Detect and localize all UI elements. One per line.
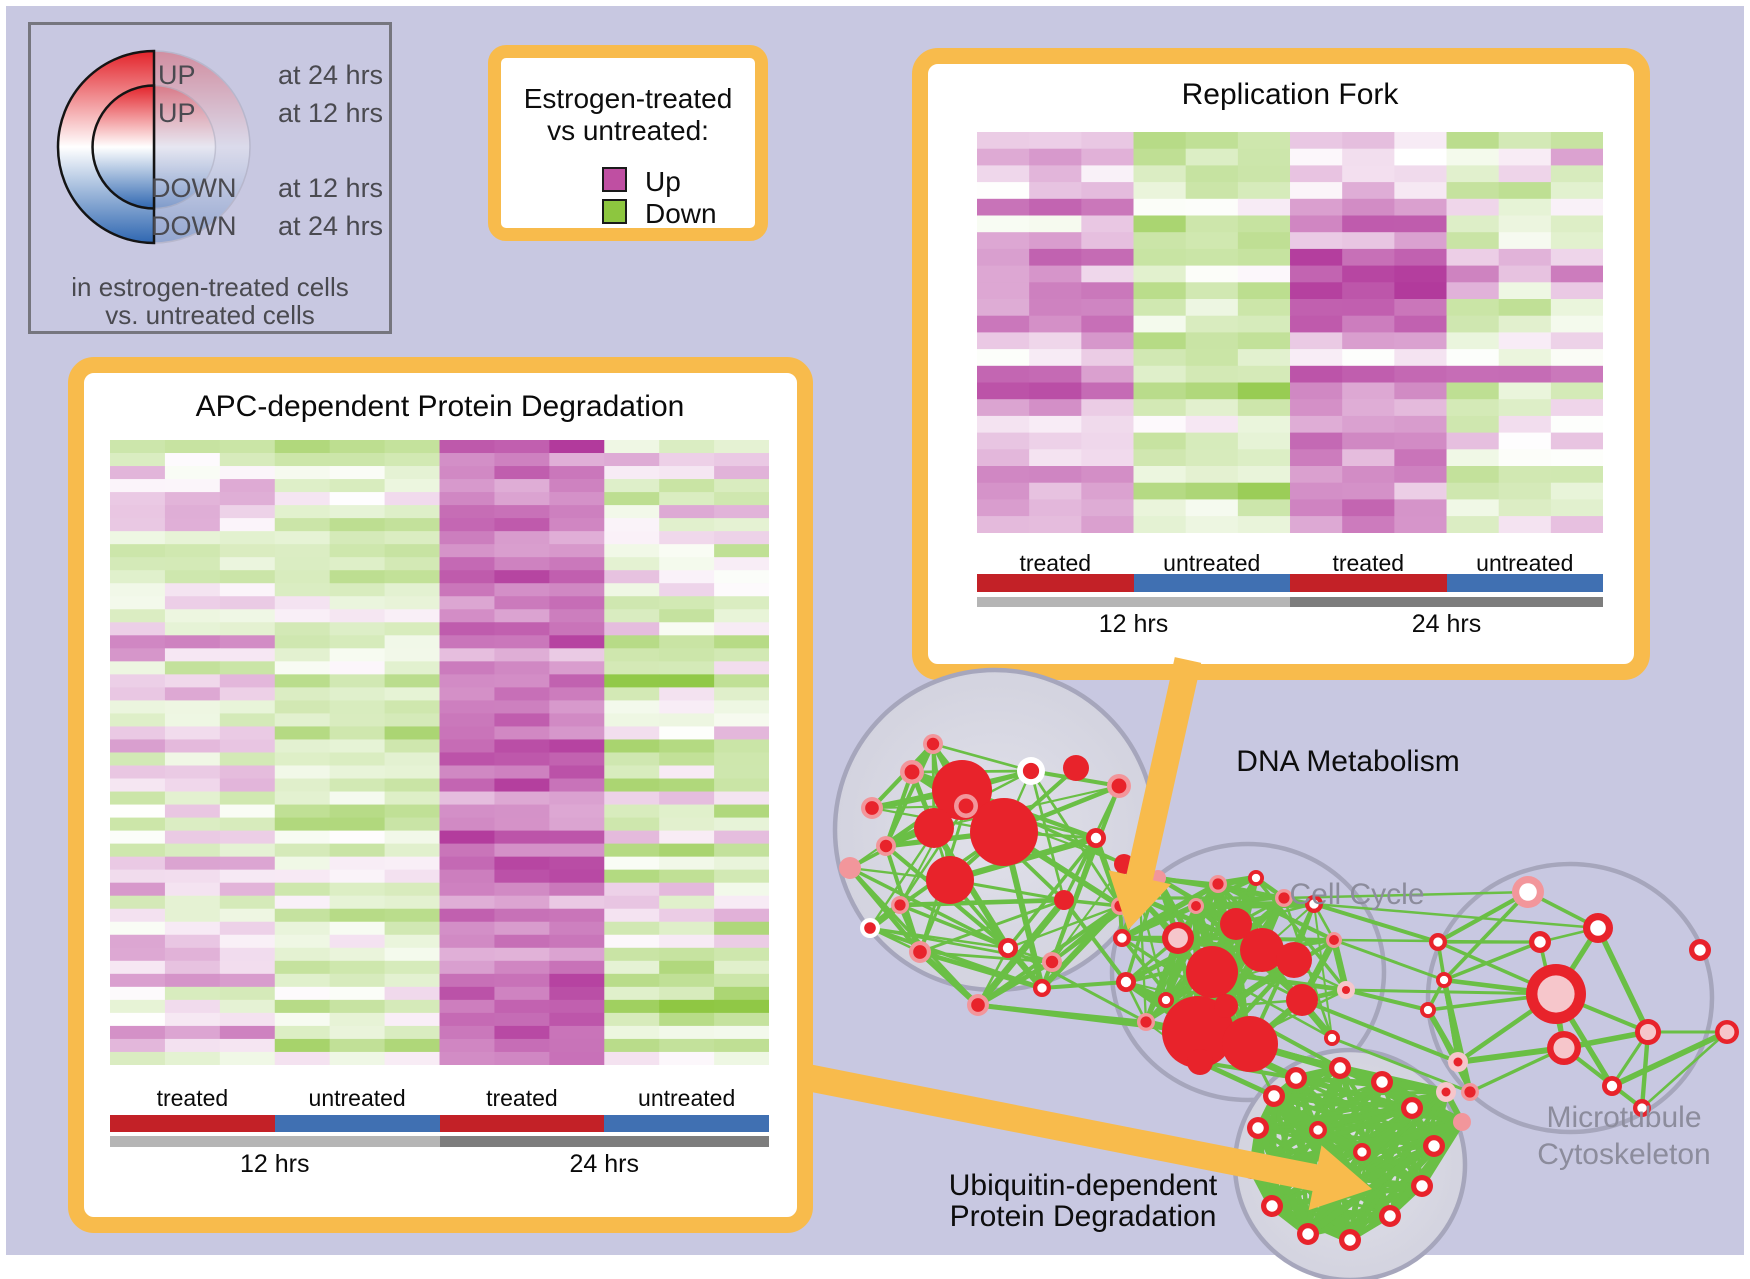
legend-time: at 24 hrs	[278, 60, 384, 90]
down-color-swatch	[602, 199, 627, 224]
legend-caption-line1: in estrogen-treated cells	[71, 272, 349, 302]
untreated-bar	[604, 1115, 770, 1132]
treated-bar	[439, 1115, 605, 1132]
apc-panel-title: APC-dependent Protein Degradation	[195, 390, 685, 423]
hrs24-bar	[1290, 597, 1604, 607]
legend-row-up-24: UP at 24 hrs	[31, 60, 389, 90]
hrs12-bar	[110, 1136, 440, 1147]
legend-direction: DOWN	[151, 211, 237, 241]
hrs12-bar	[977, 597, 1291, 607]
legend-time: at 12 hrs	[278, 173, 384, 203]
estrogen-legend-title-line1: Estrogen-treated	[523, 83, 733, 114]
legend-time: at 24 hrs	[278, 211, 384, 241]
legend-direction: UP	[158, 60, 196, 90]
up-label: Up	[645, 166, 681, 197]
cell-cycle-label: Cell Cycle	[1289, 878, 1425, 911]
condition-label: treated	[1019, 550, 1092, 576]
condition-label: treated	[1332, 550, 1405, 576]
legend-row-down-24: DOWN at 24 hrs	[31, 211, 389, 241]
down-label: Down	[645, 198, 717, 229]
concentric-circles-legend-icon	[56, 49, 251, 245]
ubiquitin-label-line2: Protein Degradation	[949, 1200, 1217, 1233]
hrs24-label: 24 hrs	[569, 1150, 640, 1178]
condition-label: treated	[486, 1085, 558, 1111]
untreated-bar	[1133, 574, 1290, 592]
estrogen-legend-title-line2: vs untreated:	[547, 115, 709, 146]
heatmap-grid	[110, 440, 770, 1065]
legend-direction: DOWN	[151, 173, 237, 203]
legend-caption-line2: vs. untreated cells	[105, 300, 315, 330]
apc-degradation-panel: APC-dependent Protein Degradation treate…	[68, 357, 813, 1233]
estrogen-color-legend: Estrogen-treated vs untreated: Up Down	[488, 45, 768, 241]
condition-label: treated	[156, 1085, 229, 1111]
legend-time: at 12 hrs	[278, 98, 384, 128]
legend-row-down-12: DOWN at 12 hrs	[31, 173, 389, 203]
hrs12-label: 12 hrs	[240, 1150, 310, 1178]
condition-label: untreated	[308, 1085, 406, 1111]
hrs12-label: 12 hrs	[1098, 610, 1169, 638]
replication-fork-panel: Replication Fork treated untreated treated…	[912, 48, 1650, 680]
treated-bar	[110, 1115, 275, 1132]
untreated-bar	[274, 1115, 440, 1132]
ubiquitin-label-line1: Ubiquitin-dependent	[948, 1169, 1218, 1202]
hrs24-bar	[439, 1136, 770, 1147]
condition-label: untreated	[1163, 550, 1261, 576]
condition-label: untreated	[1476, 550, 1574, 576]
microtubule-label-line1: Microtubule	[1546, 1101, 1702, 1134]
treated-bar	[1290, 574, 1447, 592]
legend-row-up-12: UP at 12 hrs	[31, 98, 389, 128]
up-color-swatch	[602, 167, 627, 192]
microtubule-label-line2: Cytoskeleton	[1537, 1138, 1711, 1171]
condition-label: untreated	[638, 1085, 736, 1111]
dna-metabolism-label: DNA Metabolism	[1236, 745, 1460, 778]
legend-direction: UP	[158, 98, 196, 128]
time-direction-legend: UP at 24 hrs UP at 12 hrs DOWN at 12 hrs DO…	[28, 22, 392, 334]
treated-bar	[977, 574, 1134, 592]
hrs24-label: 24 hrs	[1411, 610, 1482, 638]
untreated-bar	[1446, 574, 1604, 592]
replication-fork-title: Replication Fork	[1181, 78, 1399, 111]
heatmap-grid	[977, 132, 1604, 533]
